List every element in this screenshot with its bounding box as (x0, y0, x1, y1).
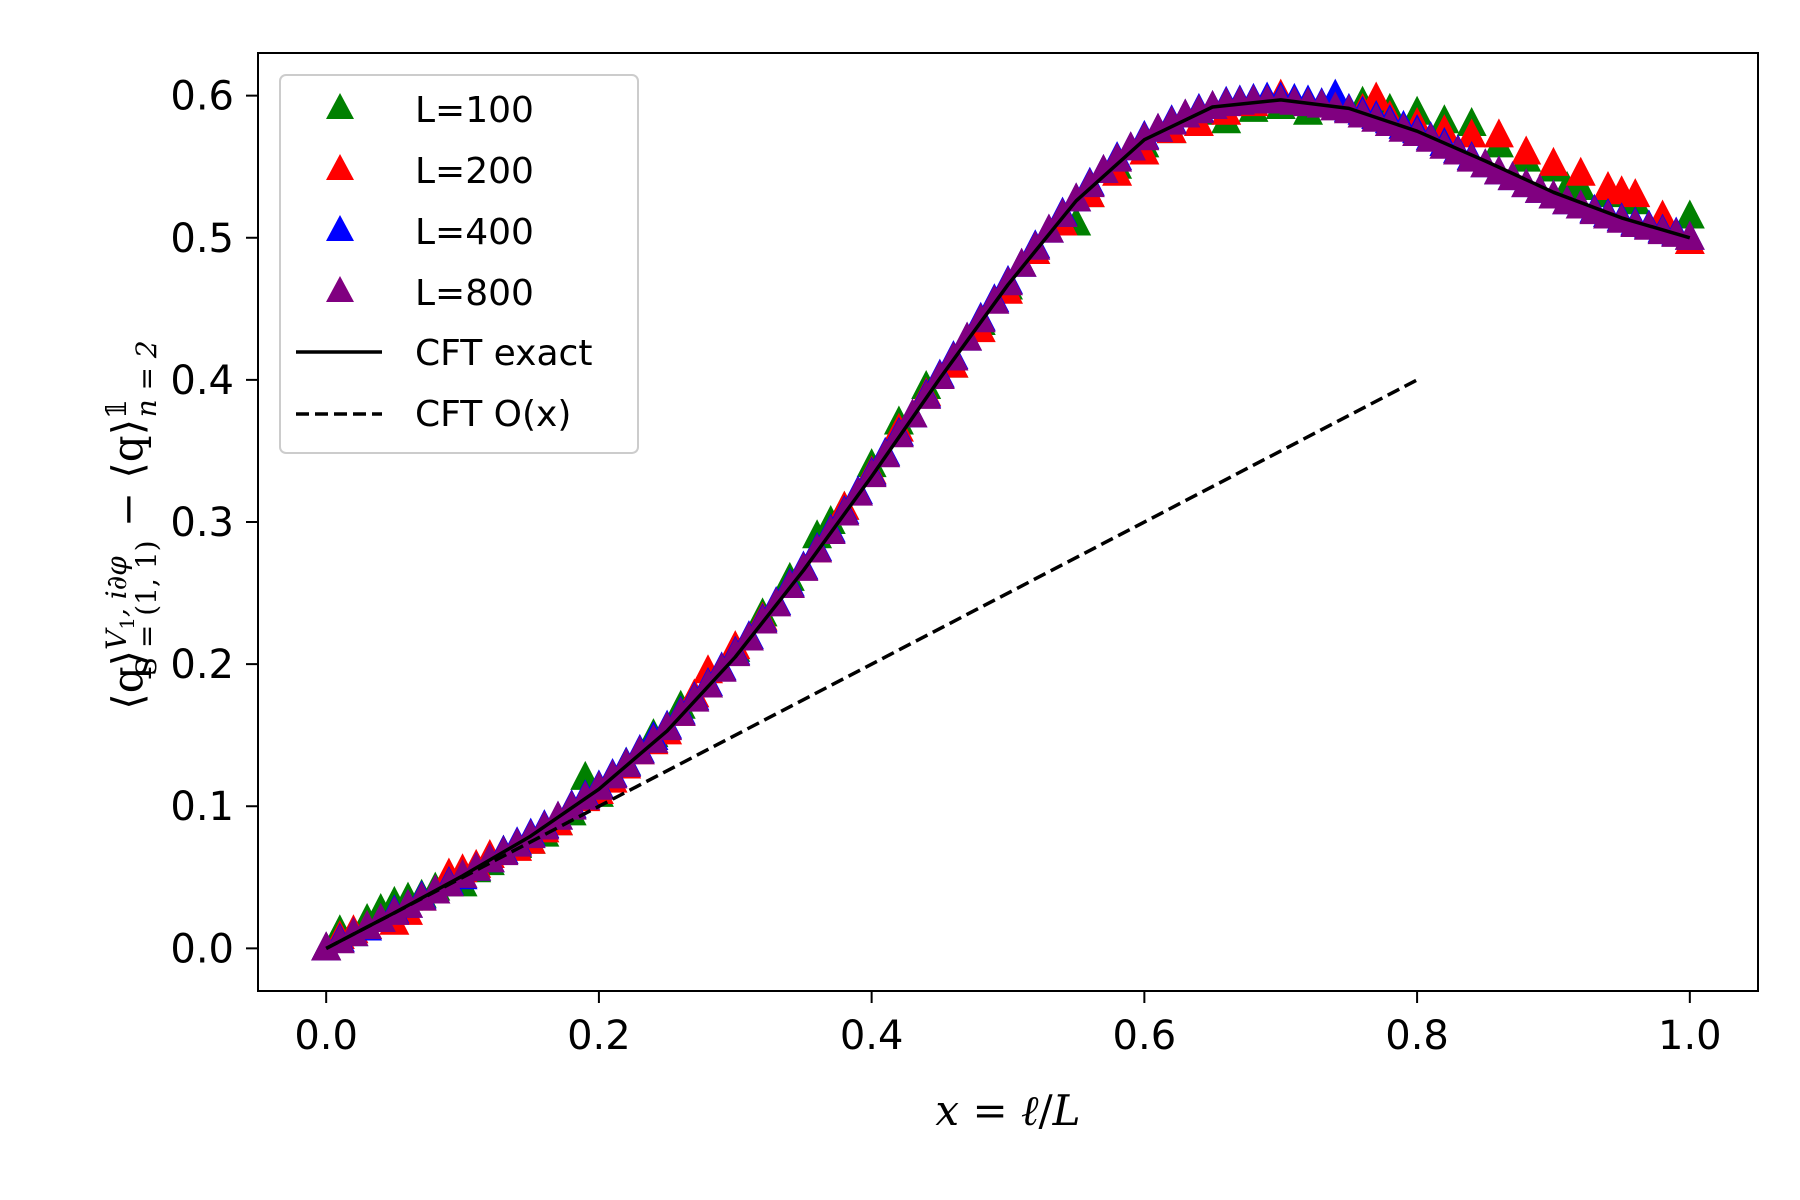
x-axis-title: x = ℓ/L (935, 1086, 1080, 1135)
legend-marker-l800 (326, 276, 354, 302)
y-tick-label: 0.3 (170, 500, 234, 546)
legend-marker-l200 (326, 154, 354, 180)
data-point-l-800 (883, 418, 914, 448)
x-tick-label: 0.2 (567, 1013, 631, 1059)
y-tick-label: 0.0 (170, 926, 234, 972)
data-point-l-800 (1129, 121, 1160, 151)
legend-label-l800: L=800 (415, 273, 534, 314)
legend: L=100 L=200 L=400 L=800 CFT exact CFT O(… (279, 74, 639, 454)
data-point-l-800 (1102, 142, 1133, 172)
series-line-cft-o-x (325, 378, 1418, 950)
x-axis-title-part: L (1052, 1086, 1081, 1135)
data-point-l-800 (1115, 131, 1146, 161)
data-point-l-100 (1674, 199, 1705, 229)
data-point-l-800 (693, 668, 723, 698)
x-tick-label: 0.8 (1385, 1013, 1449, 1059)
data-point-l-800 (1006, 247, 1037, 277)
legend-label-l100: L=100 (415, 90, 534, 131)
data-point-l-800 (843, 476, 873, 506)
legend-label-cft-ox: CFT O(x) (415, 394, 571, 435)
data-point-l-800 (774, 568, 805, 598)
data-point-l-200 (1483, 118, 1514, 148)
data-point-l-800 (911, 379, 942, 409)
x-axis-title-part: x (935, 1086, 959, 1135)
data-point-l-800 (733, 621, 764, 651)
data-point-l-800 (815, 514, 846, 544)
y-axis-title-part: n = 2 (130, 340, 163, 417)
data-point-l-800 (924, 360, 955, 390)
data-point-l-800 (897, 398, 928, 428)
y-tick-label: 0.2 (170, 642, 234, 688)
legend-marker-l100 (326, 93, 354, 119)
data-point-l-800 (624, 735, 655, 765)
x-tick-label: 0.0 (294, 1013, 358, 1059)
data-point-l-200 (1361, 81, 1392, 111)
data-point-l-800 (829, 496, 860, 526)
data-point-l-200 (1565, 156, 1596, 186)
data-point-l-800 (706, 652, 737, 682)
y-tick-label: 0.4 (170, 358, 234, 404)
legend-box (279, 74, 639, 454)
plot-area (311, 78, 1705, 961)
data-point-l-200 (1456, 118, 1487, 148)
legend-marker-l400 (326, 215, 354, 241)
data-point-l-200 (1538, 146, 1569, 176)
data-point-l-800 (597, 759, 628, 789)
axis-ticks: 0.0 0.2 0.4 0.6 0.8 1.0 0.0 0.1 0.2 0.3 0.4 0.5 0.6 (170, 74, 1721, 1059)
data-point-l-800 (1020, 230, 1051, 260)
y-axis-title-part: S = (1, 1) (130, 540, 163, 676)
y-axis-title-part: , i∂φ (100, 556, 133, 617)
x-tick-label: 0.6 (1113, 1013, 1177, 1059)
data-point-l-800 (952, 321, 983, 351)
y-tick-label: 0.1 (170, 784, 234, 830)
x-tick-label: 0.4 (840, 1013, 904, 1059)
data-point-l-800 (747, 604, 778, 634)
x-axis-title-part: ℓ (1021, 1086, 1039, 1135)
y-tick-label: 0.5 (170, 216, 234, 262)
y-tick-label: 0.6 (170, 74, 234, 120)
legend-label-l200: L=200 (415, 151, 534, 192)
data-point-l-800 (1047, 198, 1078, 228)
data-point-l-800 (1033, 213, 1064, 243)
data-point-l-800 (1674, 220, 1705, 250)
y-axis-title: ⟨q⟩V1, i∂φS = (1, 1) − ⟨q⟩𝟙n = 2 (100, 340, 163, 709)
data-point-l-800 (938, 341, 969, 371)
legend-label-cft-exact: CFT exact (415, 333, 592, 374)
data-point-l-800 (720, 637, 751, 667)
y-axis-title-part: 1 (115, 617, 139, 630)
data-point-l-800 (870, 438, 901, 468)
data-point-l-200 (1620, 178, 1651, 208)
y-axis-title-part: ⟨q⟩ (103, 419, 152, 479)
x-axis-title-part: = (959, 1086, 1021, 1135)
y-axis-title-part: − (103, 479, 152, 541)
y-axis-title-part: V (100, 627, 133, 650)
series-line-cft-exact (325, 98, 1691, 950)
data-point-l-800 (802, 533, 833, 563)
legend-label-l400: L=400 (415, 212, 534, 253)
data-point-l-800 (761, 587, 792, 617)
x-axis-title-part: / (1039, 1086, 1054, 1135)
data-point-l-800 (979, 284, 1010, 314)
data-point-l-800 (965, 303, 996, 333)
y-axis-title-part: ⟨q⟩ (103, 650, 152, 710)
x-tick-label: 1.0 (1658, 1013, 1722, 1059)
data-point-l-200 (1511, 135, 1542, 165)
data-point-l-800 (1088, 153, 1119, 183)
data-point-l-800 (993, 266, 1023, 296)
y-axis-title-part: 𝟙 (100, 399, 133, 418)
data-point-l-800 (856, 458, 887, 488)
data-point-l-800 (788, 551, 819, 581)
